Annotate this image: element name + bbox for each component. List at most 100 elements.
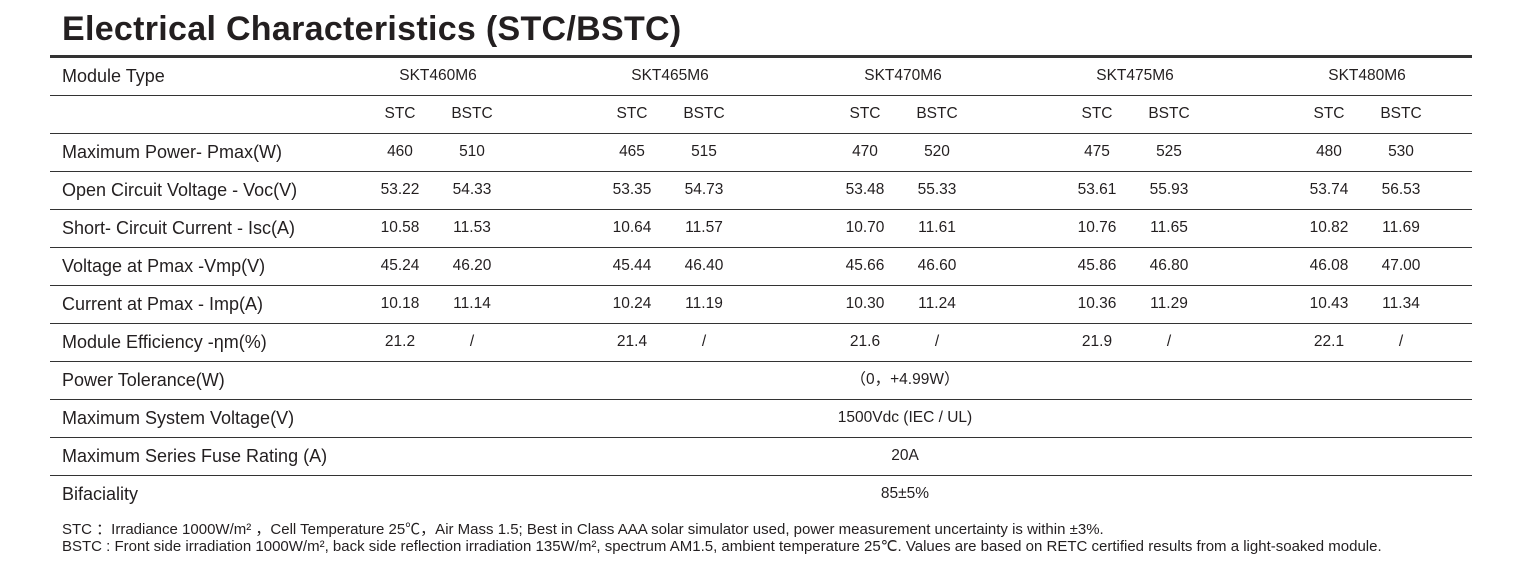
cell-value: 45.24 [380,257,420,274]
cell-value: 10.30 [845,295,885,312]
cell-value: 515 [691,143,717,160]
cell-value: 46.20 [452,257,492,274]
cell-value: / [934,333,940,350]
model-name: SKT460M6 [399,67,477,84]
cell-value: 530 [1388,143,1414,160]
cell-value: 21.2 [384,333,416,350]
footnote: BSTC : Front side irradiation 1000W/m², … [62,538,1382,555]
cell-value: 11.29 [1150,295,1188,312]
row-label: Short- Circuit Current - Isc(A) [62,218,296,238]
cell-value: / [1398,333,1404,350]
condition: STC [1081,105,1113,122]
cell-value: 11.57 [685,219,723,236]
cell-value: 11.65 [1150,219,1188,236]
cell-value: 11.69 [1382,219,1420,236]
rule [50,437,1472,438]
cell-value: 55.33 [917,181,957,198]
cell-value: 11.34 [1382,295,1420,312]
footnote: STC ：Irradiance 1000W/m² ，Cell Temperatu… [62,521,1104,538]
cell-value: 53.22 [380,181,420,198]
title: Electrical Characteristics (STC/BSTC) [62,10,682,48]
cell-value: 21.4 [616,333,648,350]
condition: BSTC [683,105,725,122]
cell-value: 11.24 [918,295,956,312]
rule [50,361,1472,362]
cell-value: / [1166,333,1172,350]
cell-value: （0，+4.99W） [850,371,960,388]
cell-value: 460 [387,143,413,160]
cell-value: 465 [619,143,645,160]
cell-value: 510 [459,143,485,160]
condition: BSTC [916,105,958,122]
cell-value: 11.53 [453,219,491,236]
row-label: Current at Pmax - Imp(A) [62,294,264,314]
cell-value: 53.48 [845,181,885,198]
cell-value: 85±5% [880,485,930,502]
rule [50,171,1472,172]
cell-value: 45.44 [612,257,652,274]
condition: BSTC [1148,105,1190,122]
cell-value: 55.93 [1149,181,1189,198]
condition: STC [384,105,416,122]
cell-value: 21.6 [849,333,881,350]
rule [50,285,1472,286]
row-label: Module Efficiency -ηm(%) [62,332,267,352]
cell-value: 1500Vdc (IEC / UL) [837,409,973,426]
model-name: SKT475M6 [1096,67,1174,84]
rule [50,399,1472,400]
model-name: SKT470M6 [864,67,942,84]
row-label: Voltage at Pmax -Vmp(V) [62,256,266,276]
cell-value: 46.40 [684,257,724,274]
cell-value: 525 [1156,143,1182,160]
cell-value: 10.58 [380,219,420,236]
cell-value: / [701,333,707,350]
cell-value: 480 [1316,143,1342,160]
cell-value: 46.60 [917,257,957,274]
cell-value: 45.66 [845,257,885,274]
condition: STC [849,105,881,122]
cell-value: 56.53 [1381,181,1421,198]
cell-value: 475 [1084,143,1110,160]
cell-value: 10.76 [1077,219,1117,236]
cell-value: 10.24 [612,295,652,312]
cell-value: 20A [891,447,919,464]
row-label: Power Tolerance(W) [62,370,225,390]
rule [50,133,1472,134]
row-label: Module Type [62,66,165,86]
cell-value: 520 [924,143,950,160]
row-label: Maximum Series Fuse Rating (A) [62,446,328,466]
model-name: SKT480M6 [1328,67,1406,84]
cell-value: 47.00 [1381,257,1421,274]
cell-value: 11.61 [918,219,956,236]
cell-value: 11.19 [685,295,723,312]
cell-value: 53.61 [1077,181,1117,198]
condition: STC [1313,105,1345,122]
rule [50,475,1472,476]
condition: BSTC [451,105,493,122]
cell-value: 46.80 [1149,257,1189,274]
cell-value: 21.9 [1081,333,1113,350]
cell-value: 10.18 [380,295,420,312]
condition: BSTC [1380,105,1422,122]
cell-value: / [469,333,475,350]
cell-value: 53.35 [612,181,652,198]
cell-value: 46.08 [1309,257,1349,274]
cell-value: 10.64 [612,219,652,236]
condition: STC [616,105,648,122]
cell-value: 45.86 [1077,257,1117,274]
cell-value: 10.43 [1309,295,1349,312]
cell-value: 10.36 [1077,295,1117,312]
rule [50,95,1472,96]
cell-value: 22.1 [1313,333,1345,350]
model-name: SKT465M6 [631,67,709,84]
cell-value: 11.14 [453,295,491,312]
rule [50,247,1472,248]
cell-value: 54.33 [452,181,492,198]
row-label: Maximum Power- Pmax(W) [62,142,283,162]
cell-value: 54.73 [684,181,724,198]
row-label: Bifaciality [62,484,139,504]
rule [50,323,1472,324]
row-label: Maximum System Voltage(V) [62,408,295,428]
cell-value: 53.74 [1309,181,1349,198]
row-label: Open Circuit Voltage - Voc(V) [62,180,298,200]
